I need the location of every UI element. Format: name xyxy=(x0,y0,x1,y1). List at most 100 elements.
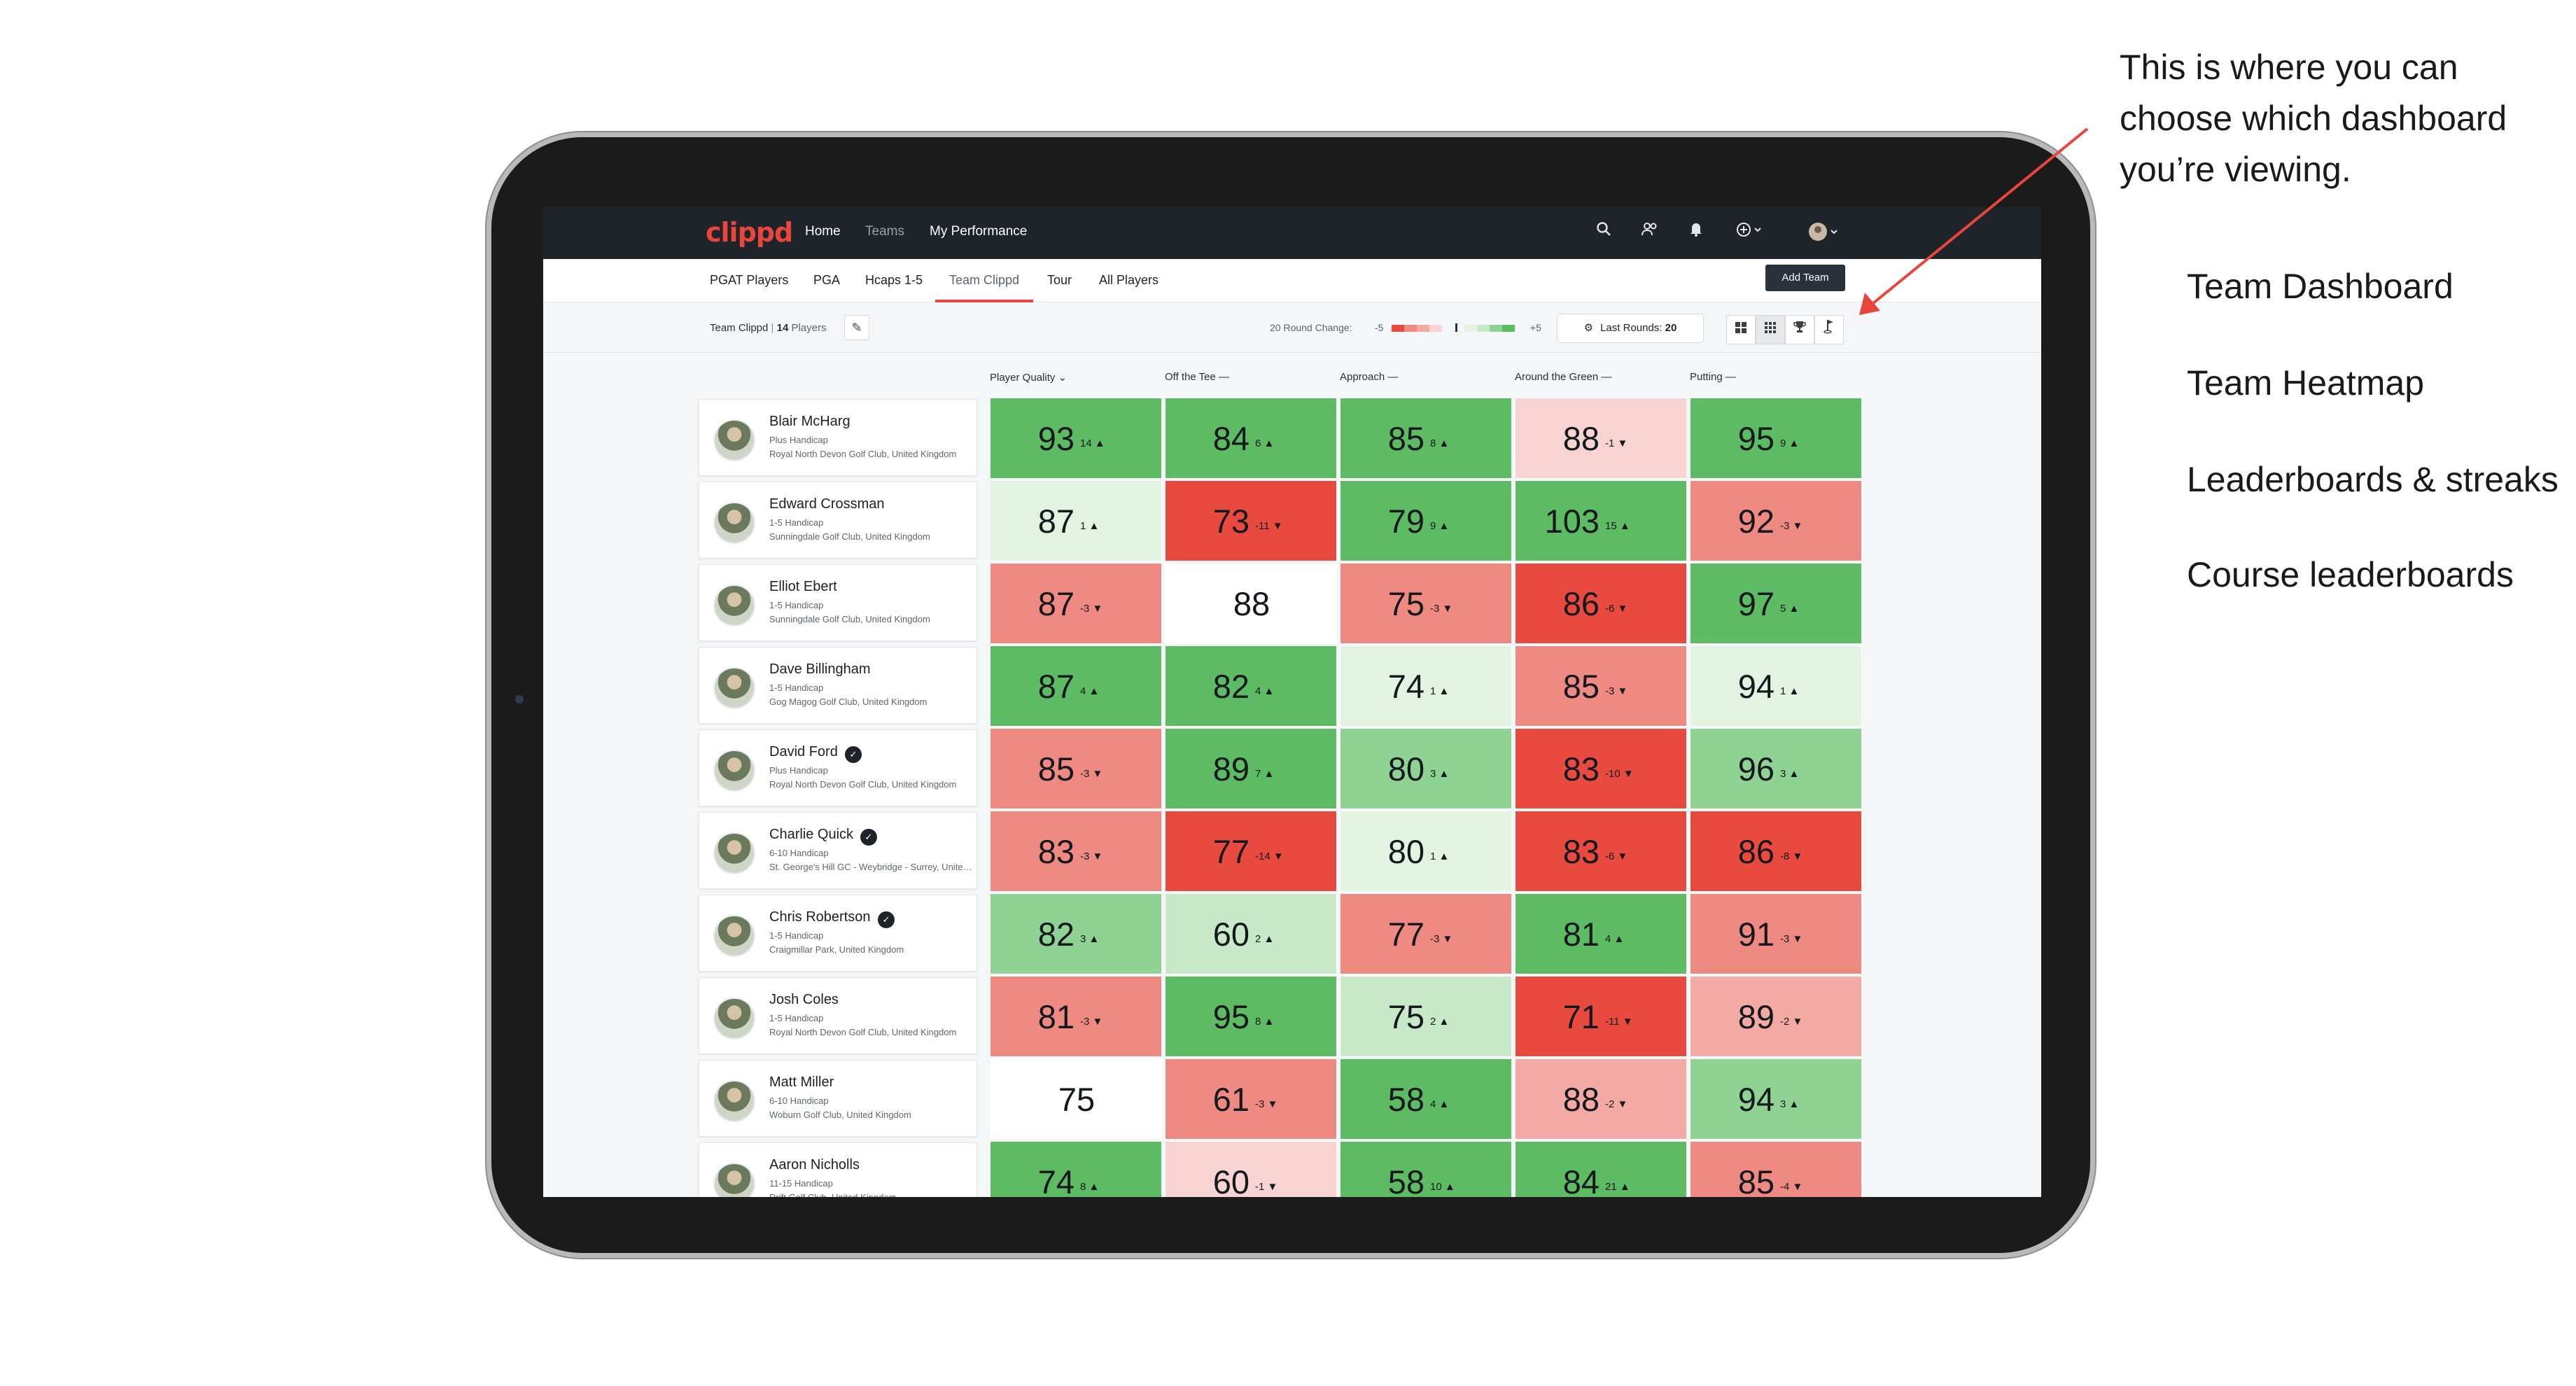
col-player-quality[interactable]: Player Quality ⌄ xyxy=(990,371,1067,384)
clippd-logo[interactable]: clippd xyxy=(706,217,793,248)
heatmap-cell[interactable]: 74 8 ▲ xyxy=(990,1141,1162,1197)
add-circle-icon[interactable] xyxy=(1733,221,1768,242)
heatmap-cell[interactable]: 95 8 ▲ xyxy=(1165,976,1337,1057)
heatmap-cell[interactable]: 88 -2 ▼ xyxy=(1515,1058,1687,1140)
heatmap-cell[interactable]: 84 6 ▲ xyxy=(1165,398,1337,479)
heatmap-cell[interactable]: 95 9 ▲ xyxy=(1690,398,1862,479)
heatmap-cell[interactable]: 82 3 ▲ xyxy=(990,893,1162,974)
col-label: Off the Tee xyxy=(1165,371,1216,383)
col-putting[interactable]: Putting — xyxy=(1690,371,1736,383)
heatmap-cell[interactable]: 86 -8 ▼ xyxy=(1690,811,1862,892)
cell-change: 4 ▲ xyxy=(1605,933,1624,945)
player-card[interactable]: Dave Billingham 1-5 Handicap Gog Magog Gol… xyxy=(699,647,977,724)
heatmap-cell[interactable]: 88 xyxy=(1165,563,1337,644)
heatmap-cell[interactable]: 103 15 ▲ xyxy=(1515,480,1687,561)
player-card[interactable]: Charlie Quick 6-10 Handicap St. George's H… xyxy=(699,812,977,889)
heatmap-cell[interactable]: 89 -2 ▼ xyxy=(1690,976,1862,1057)
heatmap-cell[interactable]: 87 4 ▲ xyxy=(990,645,1162,727)
heatmap-cell[interactable]: 60 2 ▲ xyxy=(1165,893,1337,974)
tab-tour[interactable]: Tour xyxy=(1047,273,1072,287)
player-card[interactable]: Matt Miller 6-10 Handicap Woburn Golf Club… xyxy=(699,1060,977,1137)
heatmap-cell[interactable]: 75 -3 ▼ xyxy=(1340,563,1512,644)
cell-change: 1 ▲ xyxy=(1780,685,1799,697)
tab-pgat-players[interactable]: PGAT Players xyxy=(710,273,789,287)
heatmap-cell[interactable]: 73 -11 ▼ xyxy=(1165,480,1337,561)
heatmap-cell[interactable]: 83 -10 ▼ xyxy=(1515,728,1687,809)
tab-all-players[interactable]: All Players xyxy=(1099,273,1159,287)
heatmap-cell[interactable]: 74 1 ▲ xyxy=(1340,645,1512,727)
last-rounds-selector[interactable]: ⚙ Last Rounds: 20 xyxy=(1557,314,1704,343)
team-dashboard-view-icon[interactable] xyxy=(1726,315,1756,344)
player-card[interactable]: Edward Crossman 1-5 Handicap Sunningdale G… xyxy=(699,482,977,559)
nav-my-performance[interactable]: My Performance xyxy=(930,224,1028,239)
active-tab-indicator xyxy=(935,300,1033,302)
people-icon[interactable] xyxy=(1639,221,1660,242)
heatmap-cell[interactable]: 58 10 ▲ xyxy=(1340,1141,1512,1197)
player-card[interactable]: Chris Robertson 1-5 Handicap Craigmillar P… xyxy=(699,895,977,972)
heatmap-cell[interactable]: 79 9 ▲ xyxy=(1340,480,1512,561)
trophy-icon[interactable] xyxy=(1785,315,1814,344)
bell-icon[interactable] xyxy=(1686,221,1707,242)
heatmap-cell[interactable]: 94 1 ▲ xyxy=(1690,645,1862,727)
heatmap-cell[interactable]: 85 -3 ▼ xyxy=(990,728,1162,809)
user-avatar-icon[interactable] xyxy=(1806,221,1845,242)
search-icon[interactable] xyxy=(1593,221,1614,242)
col-approach[interactable]: Approach — xyxy=(1340,371,1398,383)
tab-pga[interactable]: PGA xyxy=(813,273,841,287)
heatmap-cell[interactable]: 85 -3 ▼ xyxy=(1515,645,1687,727)
change-value: 8 xyxy=(1430,438,1436,449)
heatmap-cell[interactable]: 84 21 ▲ xyxy=(1515,1141,1687,1197)
heatmap-cell[interactable]: 91 -3 ▼ xyxy=(1690,893,1862,974)
option-team-heatmap: Team Heatmap xyxy=(2187,363,2425,402)
team-name: Team Clippd xyxy=(710,322,769,334)
player-card[interactable]: Blair McHarg Plus Handicap Royal North Dev… xyxy=(699,399,977,476)
heatmap-cell[interactable]: 87 -3 ▼ xyxy=(990,563,1162,644)
heatmap-cell[interactable]: 83 -3 ▼ xyxy=(990,811,1162,892)
heatmap-cell[interactable]: 71 -11 ▼ xyxy=(1515,976,1687,1057)
cell-change: -3 ▼ xyxy=(1780,520,1802,532)
heatmap-cell[interactable]: 83 -6 ▼ xyxy=(1515,811,1687,892)
heatmap-cell[interactable]: 61 -3 ▼ xyxy=(1165,1058,1337,1140)
tab-team-clippd[interactable]: Team Clippd xyxy=(949,273,1020,287)
heatmap-cell[interactable]: 93 14 ▲ xyxy=(990,398,1162,479)
heatmap-cell[interactable]: 92 -3 ▼ xyxy=(1690,480,1862,561)
player-card[interactable]: Elliot Ebert 1-5 Handicap Sunningdale Golf… xyxy=(699,564,977,641)
heatmap-cell[interactable]: 87 1 ▲ xyxy=(990,480,1162,561)
nav-teams[interactable]: Teams xyxy=(865,224,904,239)
tab-hcaps-1-5[interactable]: Hcaps 1-5 xyxy=(865,273,923,287)
heatmap-cell[interactable]: 75 2 ▲ xyxy=(1340,976,1512,1057)
cell-value: 87 xyxy=(1037,585,1074,622)
col-off-the-tee[interactable]: Off the Tee — xyxy=(1165,371,1229,383)
flag-icon[interactable] xyxy=(1814,315,1844,344)
team-heatmap-view-icon[interactable] xyxy=(1756,315,1785,344)
player-card[interactable]: Aaron Nicholls 11-15 Handicap Drift Golf C… xyxy=(699,1142,977,1197)
change-value: 15 xyxy=(1605,520,1617,532)
heatmap-cell[interactable]: 85 -4 ▼ xyxy=(1690,1141,1862,1197)
cell-value: 95 xyxy=(1737,420,1774,457)
heatmap-cell[interactable]: 85 8 ▲ xyxy=(1340,398,1512,479)
player-card[interactable]: David Ford Plus Handicap Royal North Devon… xyxy=(699,729,977,806)
heatmap-cell[interactable]: 89 7 ▲ xyxy=(1165,728,1337,809)
col-around-the-green[interactable]: Around the Green — xyxy=(1515,371,1611,383)
heatmap-cell[interactable]: 58 4 ▲ xyxy=(1340,1058,1512,1140)
heatmap-cell[interactable]: 75 xyxy=(990,1058,1162,1140)
player-name: Josh Coles xyxy=(769,992,839,1007)
triangle-down-icon: ▼ xyxy=(1442,933,1453,945)
heatmap-cell[interactable]: 80 3 ▲ xyxy=(1340,728,1512,809)
heatmap-cell[interactable]: 97 5 ▲ xyxy=(1690,563,1862,644)
heatmap-cell[interactable]: 82 4 ▲ xyxy=(1165,645,1337,727)
nav-home[interactable]: Home xyxy=(805,224,841,239)
add-team-button[interactable]: Add Team xyxy=(1765,265,1845,291)
heatmap-cell[interactable]: 77 -14 ▼ xyxy=(1165,811,1337,892)
player-card[interactable]: Josh Coles 1-5 Handicap Royal North Devon … xyxy=(699,977,977,1054)
heatmap-cell[interactable]: 96 3 ▲ xyxy=(1690,728,1862,809)
heatmap-cell[interactable]: 94 3 ▲ xyxy=(1690,1058,1862,1140)
heatmap-cell[interactable]: 60 -1 ▼ xyxy=(1165,1141,1337,1197)
heatmap-cell[interactable]: 88 -1 ▼ xyxy=(1515,398,1687,479)
heatmap-cell[interactable]: 81 -3 ▼ xyxy=(990,976,1162,1057)
heatmap-cell[interactable]: 81 4 ▲ xyxy=(1515,893,1687,974)
edit-pencil-icon[interactable]: ✎ xyxy=(844,315,869,340)
heatmap-cell[interactable]: 80 1 ▲ xyxy=(1340,811,1512,892)
heatmap-cell[interactable]: 86 -6 ▼ xyxy=(1515,563,1687,644)
heatmap-cell[interactable]: 77 -3 ▼ xyxy=(1340,893,1512,974)
